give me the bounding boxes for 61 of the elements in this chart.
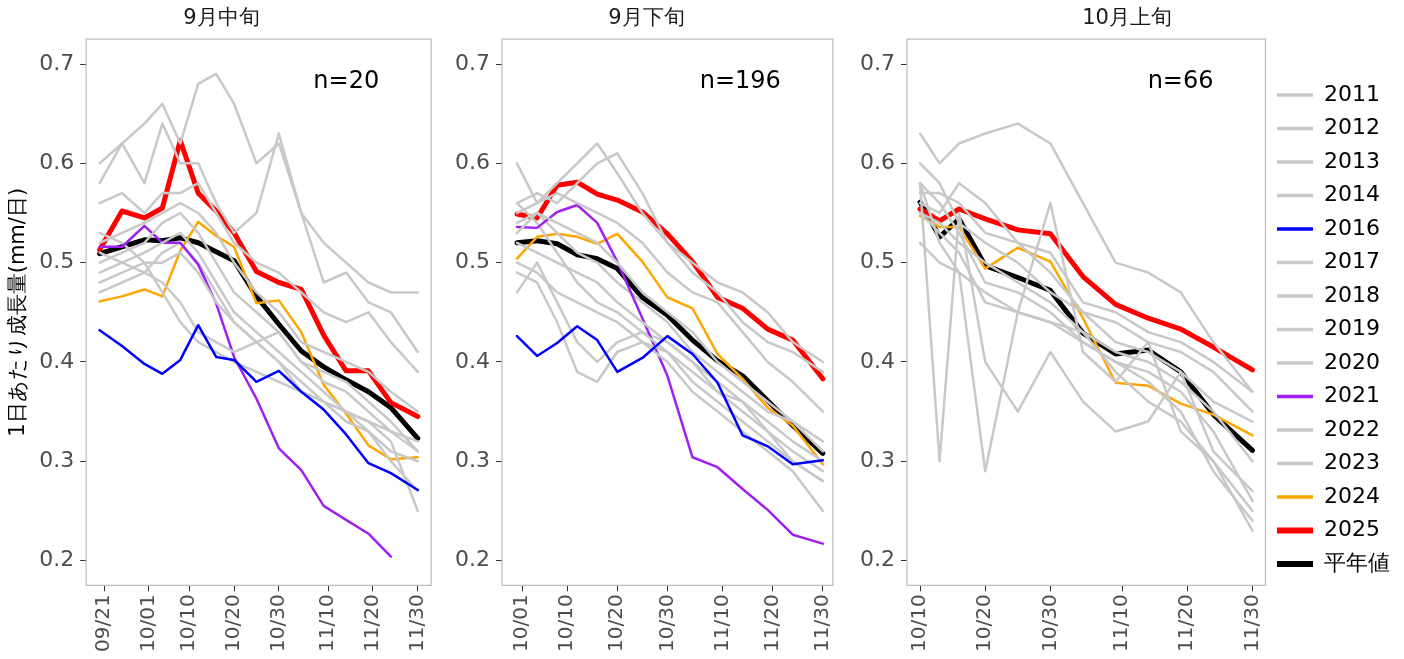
chart-title: 10月上旬 <box>1082 5 1172 30</box>
x-tick-label: 11/30 <box>1238 594 1263 652</box>
y-axis-title: 1日あたり成長量(mm/日) <box>5 187 30 437</box>
y-tick-label: 0.4 <box>859 347 895 373</box>
legend-label: 2019 <box>1324 315 1380 341</box>
x-tick-label: 11/10 <box>708 594 733 652</box>
legend-label: 2014 <box>1324 181 1380 207</box>
x-tick-label: 10/10 <box>553 594 578 652</box>
y-tick-label: 0.6 <box>859 149 895 175</box>
y-tick-label: 0.6 <box>39 149 75 175</box>
x-tick-label: 10/30 <box>653 594 678 652</box>
x-tick-label: 11/10 <box>1108 594 1133 652</box>
chart-title: 9月下旬 <box>608 5 685 30</box>
x-tick-label: 10/20 <box>220 594 245 652</box>
y-tick-label: 0.5 <box>454 248 490 274</box>
legend-label: 2024 <box>1324 482 1380 508</box>
legend-label: 平年値 <box>1324 549 1390 575</box>
y-tick-label: 0.5 <box>39 248 75 274</box>
legend-label: 2016 <box>1324 214 1380 240</box>
legend-label: 2012 <box>1324 114 1380 140</box>
y-tick-label: 0.2 <box>39 546 75 572</box>
y-tick-label: 0.4 <box>454 347 490 373</box>
annotation: n=20 <box>313 66 380 95</box>
y-tick-label: 0.7 <box>454 49 490 75</box>
legend-label: 2013 <box>1324 147 1380 173</box>
annotation: n=66 <box>1147 66 1214 95</box>
x-tick-label: 11/20 <box>758 594 783 652</box>
x-tick-label: 10/01 <box>508 594 533 652</box>
x-tick-label: 11/10 <box>314 594 339 652</box>
y-tick-label: 0.7 <box>39 49 75 75</box>
legend-label: 2011 <box>1324 80 1380 106</box>
y-tick-label: 0.5 <box>859 248 895 274</box>
y-tick-label: 0.3 <box>39 446 75 472</box>
x-tick-label: 10/30 <box>265 594 290 652</box>
y-tick-label: 0.3 <box>859 446 895 472</box>
x-tick-label: 11/20 <box>1173 594 1198 652</box>
y-tick-label: 0.6 <box>454 149 490 175</box>
legend-label: 2025 <box>1324 516 1380 542</box>
y-tick-label: 0.2 <box>859 546 895 572</box>
legend-label: 2018 <box>1324 281 1380 307</box>
legend-label: 2022 <box>1324 415 1380 441</box>
x-tick-label: 10/10 <box>175 594 200 652</box>
x-tick-label: 10/20 <box>971 594 996 652</box>
y-tick-label: 0.3 <box>454 446 490 472</box>
x-tick-label: 11/30 <box>809 594 834 652</box>
y-tick-label: 0.4 <box>39 347 75 373</box>
x-tick-label: 11/20 <box>359 594 384 652</box>
legend-label: 2023 <box>1324 449 1380 475</box>
x-tick-label: 10/20 <box>603 594 628 652</box>
y-tick-label: 0.2 <box>454 546 490 572</box>
legend-label: 2017 <box>1324 248 1380 274</box>
x-tick-label: 10/10 <box>906 594 931 652</box>
chart-title: 9月中旬 <box>183 5 260 30</box>
annotation: n=196 <box>699 66 781 95</box>
x-tick-label: 11/30 <box>403 594 428 652</box>
x-tick-label: 10/30 <box>1036 594 1061 652</box>
x-tick-label: 09/21 <box>90 594 115 652</box>
legend-label: 2020 <box>1324 348 1380 374</box>
legend-label: 2021 <box>1324 382 1380 408</box>
y-tick-label: 0.7 <box>859 49 895 75</box>
x-tick-label: 10/01 <box>135 594 160 652</box>
